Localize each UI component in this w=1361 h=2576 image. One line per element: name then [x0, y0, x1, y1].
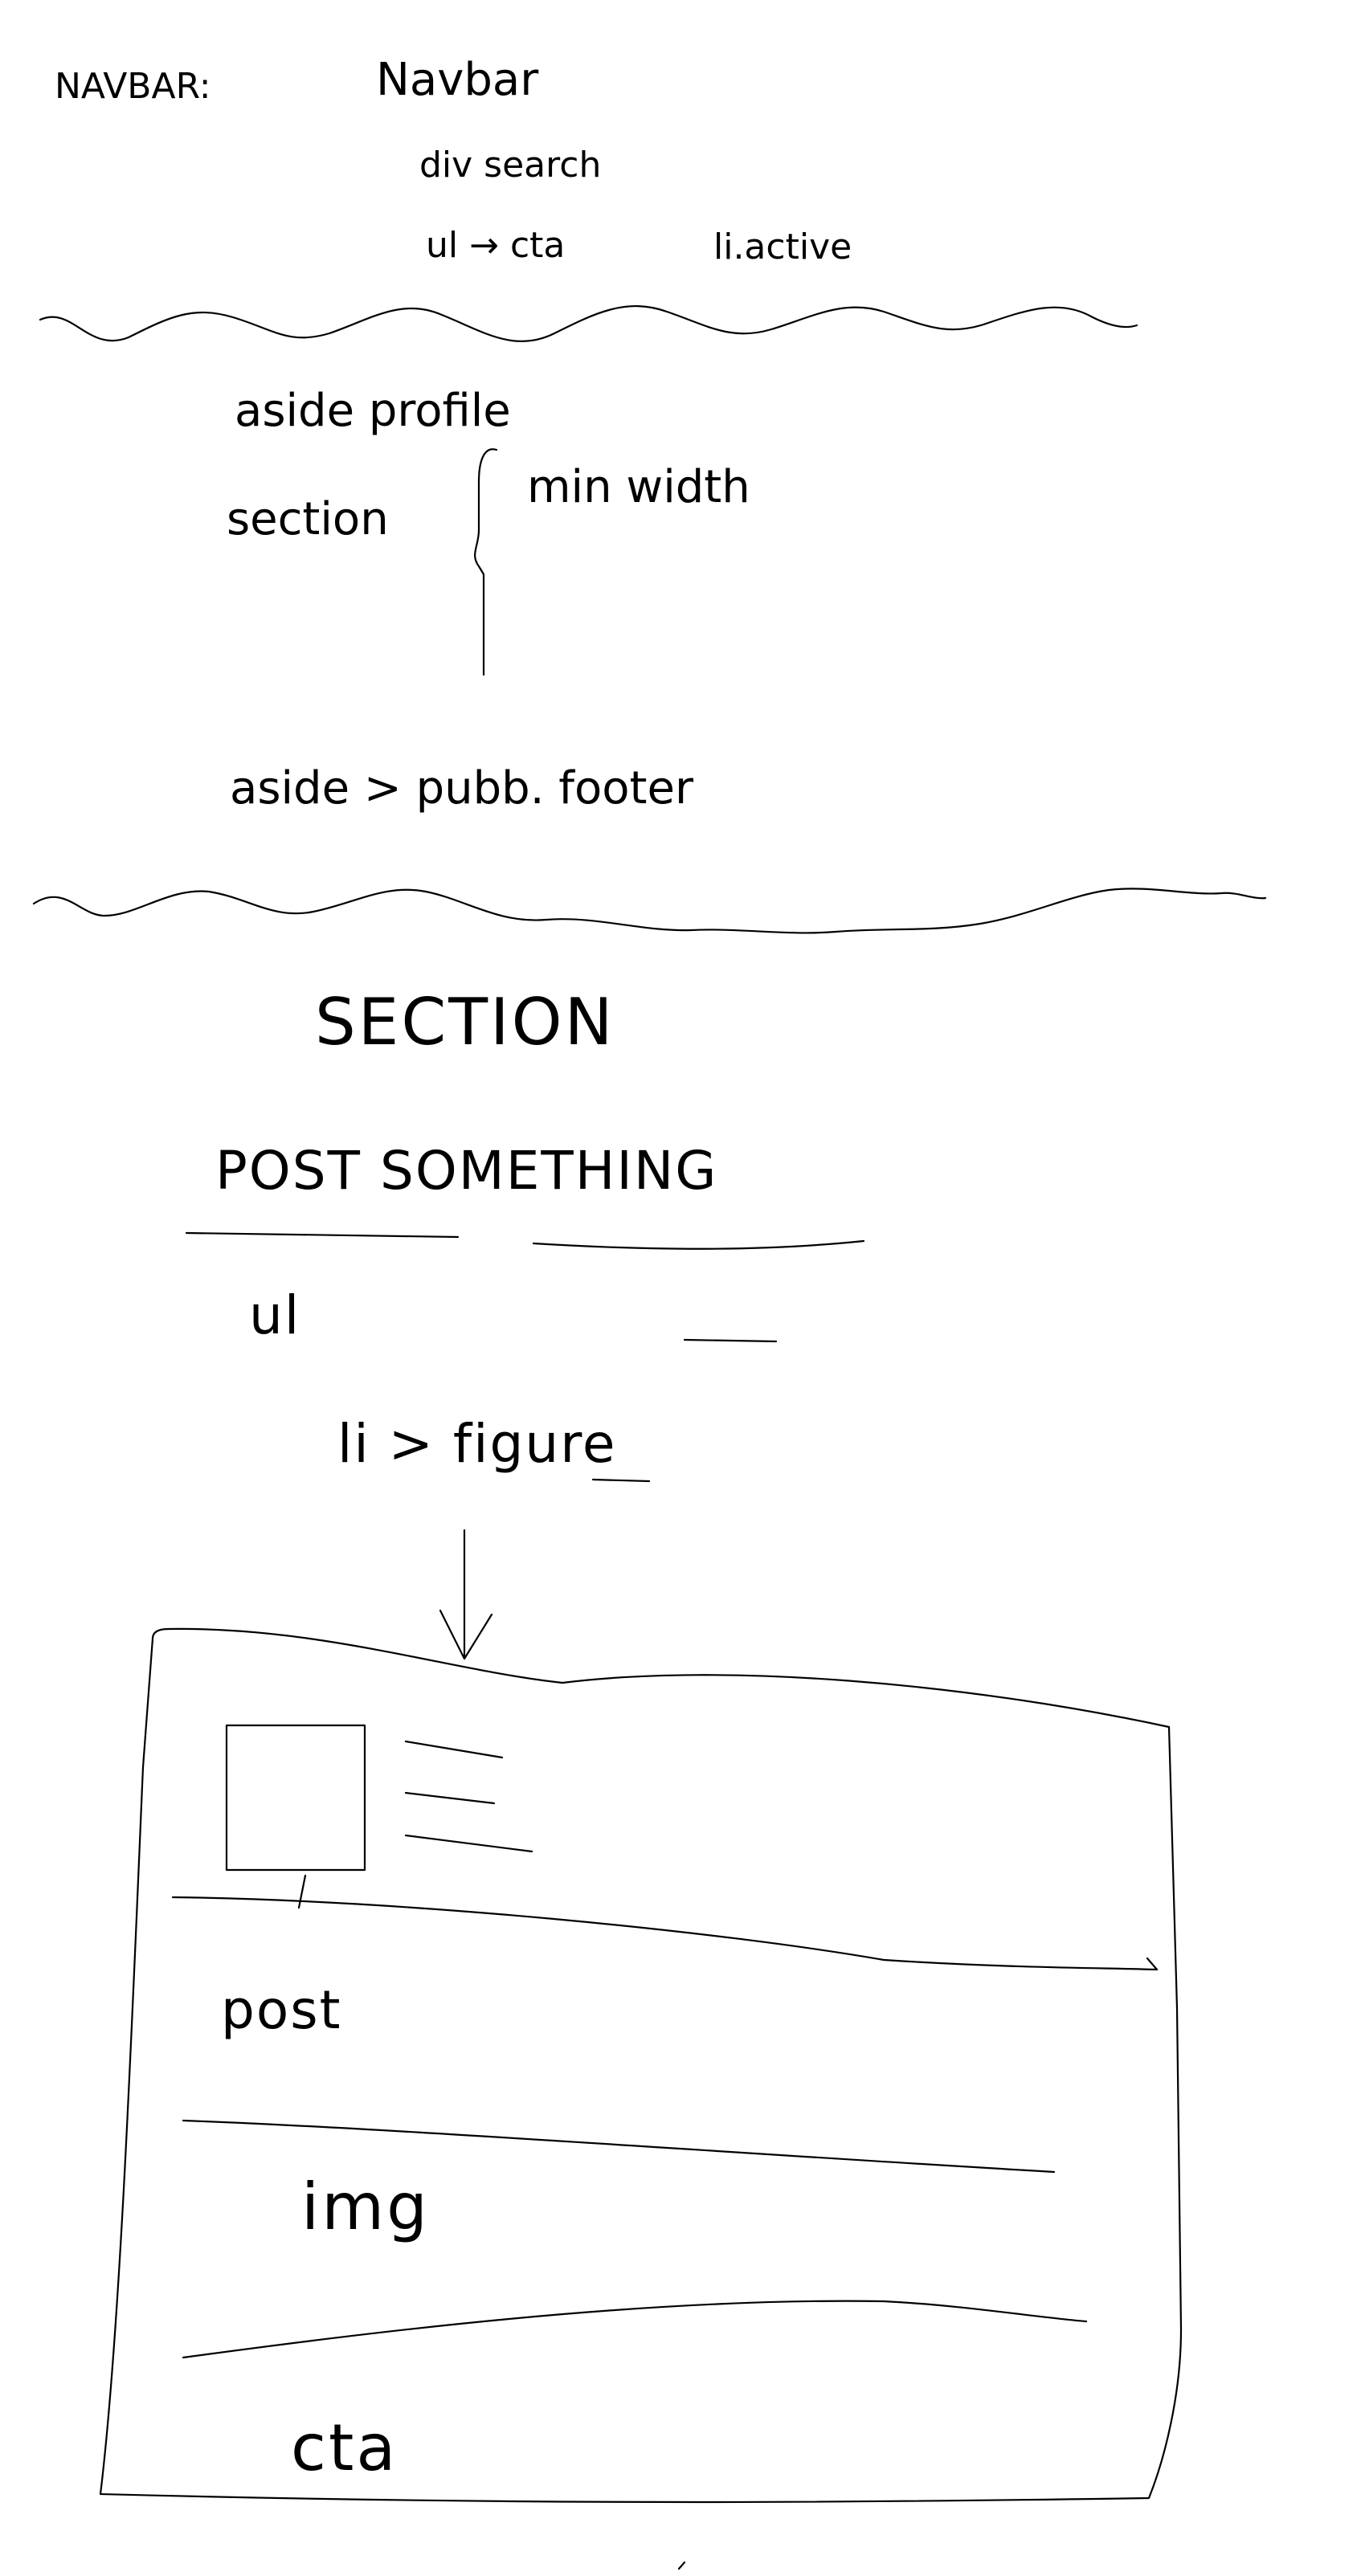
card-cta-label: cta: [291, 2411, 398, 2485]
navbar-title: Navbar: [376, 54, 539, 106]
text-line-2: [404, 1791, 496, 1805]
wavy-divider-2: [32, 888, 1267, 934]
figure-underline: [591, 1478, 651, 1483]
ul-note: ul: [249, 1284, 300, 1346]
text-line-1: [404, 1740, 504, 1759]
navbar-ul-cta-note: ul → cta: [426, 225, 565, 266]
navbar-li-active-note: li.active: [713, 227, 852, 267]
text-line-3: [404, 1834, 533, 1853]
bottom-mark: [677, 2561, 686, 2570]
arrow-down-icon: [439, 1529, 493, 1660]
card-header-divider-tick: [1146, 1957, 1159, 1971]
aside-footer-note: aside > pubb. footer: [230, 762, 694, 814]
wavy-divider-1: [39, 305, 1138, 342]
section-heading: SECTION: [315, 985, 615, 1059]
underline-right: [532, 1239, 865, 1250]
avatar-placeholder: [225, 1724, 366, 1872]
card-img-divider: [182, 2300, 1088, 2359]
card-post-label: post: [221, 1979, 342, 2041]
underline-left: [185, 1231, 460, 1239]
avatar-tail: [297, 1874, 307, 1909]
section-note: section: [227, 493, 389, 545]
navbar-heading: NAVBAR:: [55, 66, 211, 107]
navbar-search-note: div search: [419, 145, 601, 186]
aside-profile-note: aside profile: [235, 385, 511, 437]
underline-short: [683, 1338, 778, 1343]
li-figure-note: li > figure: [337, 1413, 617, 1475]
section-brace: [474, 448, 498, 676]
card-header-divider: [171, 1896, 1159, 1971]
post-something-note: POST SOMETHING: [215, 1140, 717, 1202]
card-post-divider: [182, 2119, 1056, 2174]
min-width-note: min width: [527, 461, 750, 513]
card-outline: [99, 1627, 1183, 2504]
card-img-label: img: [301, 2170, 430, 2244]
